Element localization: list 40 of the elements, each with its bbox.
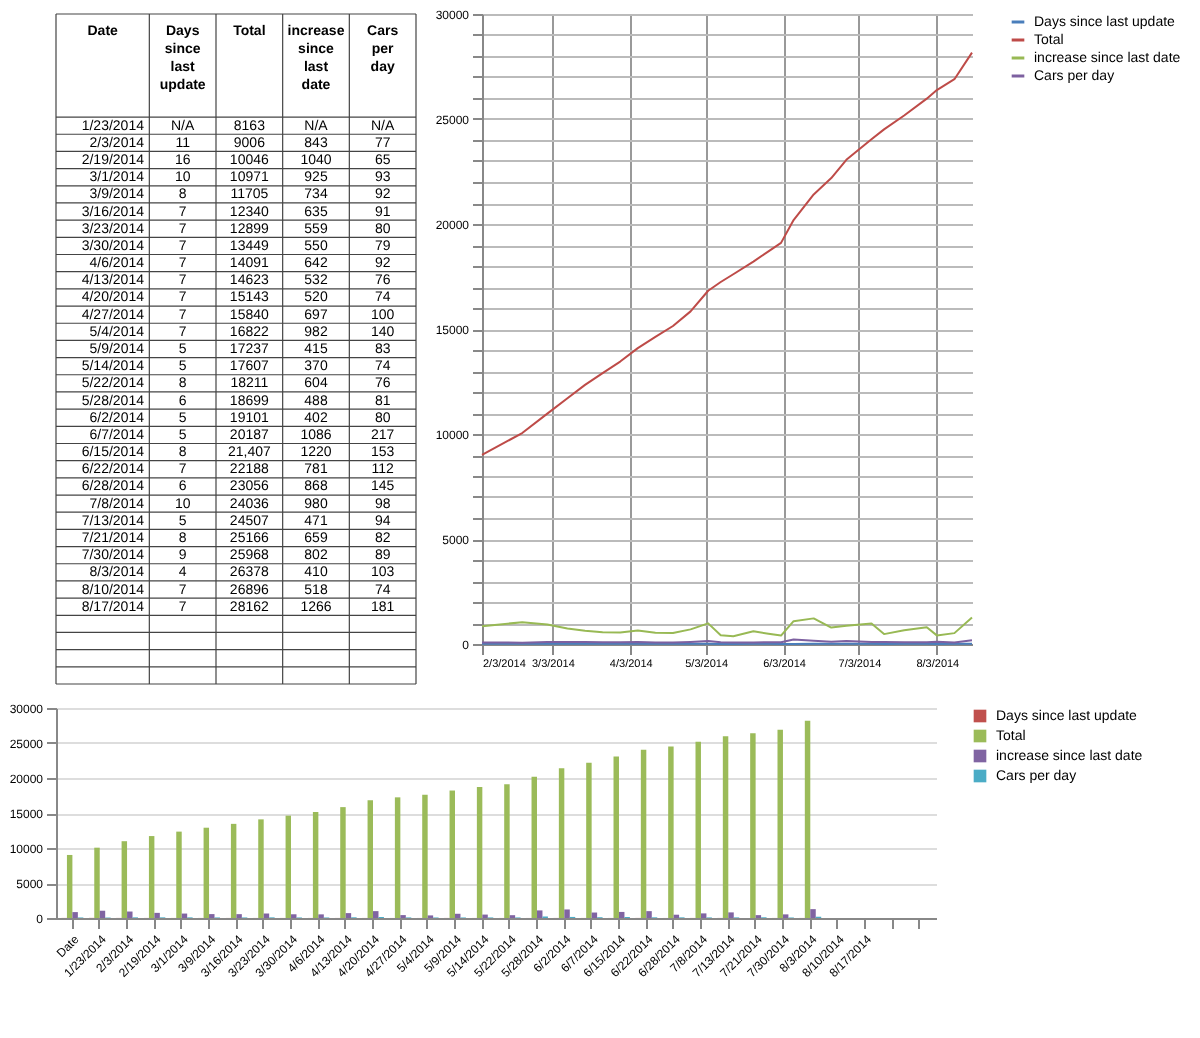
bar <box>121 841 128 918</box>
bar <box>476 787 483 918</box>
bar <box>722 736 729 918</box>
bar <box>695 741 701 918</box>
bar <box>94 847 100 918</box>
bar <box>154 912 160 918</box>
bar <box>148 836 155 918</box>
bar <box>564 909 570 918</box>
bar <box>810 909 816 918</box>
line-series <box>481 616 973 638</box>
bar <box>72 912 78 918</box>
bar <box>127 911 133 918</box>
bar <box>646 911 652 918</box>
bar <box>536 910 543 918</box>
bar <box>373 911 379 918</box>
bar <box>777 729 783 918</box>
bar <box>176 831 182 918</box>
bar <box>728 912 734 918</box>
bar <box>285 815 292 918</box>
bar <box>586 762 592 918</box>
bar <box>804 720 811 918</box>
bar <box>203 827 210 918</box>
line-series <box>481 51 973 456</box>
bar <box>66 854 73 918</box>
bar <box>312 812 319 918</box>
bar <box>618 911 625 918</box>
bar <box>340 807 346 918</box>
bar <box>531 776 537 918</box>
bar <box>640 749 647 918</box>
bar <box>230 823 237 918</box>
bar <box>668 746 674 918</box>
bar <box>558 768 565 918</box>
bar <box>750 733 756 918</box>
bar <box>449 790 456 918</box>
bar <box>504 784 510 918</box>
bar <box>394 797 401 918</box>
bar <box>258 819 264 918</box>
bar <box>613 756 619 918</box>
bar <box>367 800 374 918</box>
bar <box>422 794 428 918</box>
